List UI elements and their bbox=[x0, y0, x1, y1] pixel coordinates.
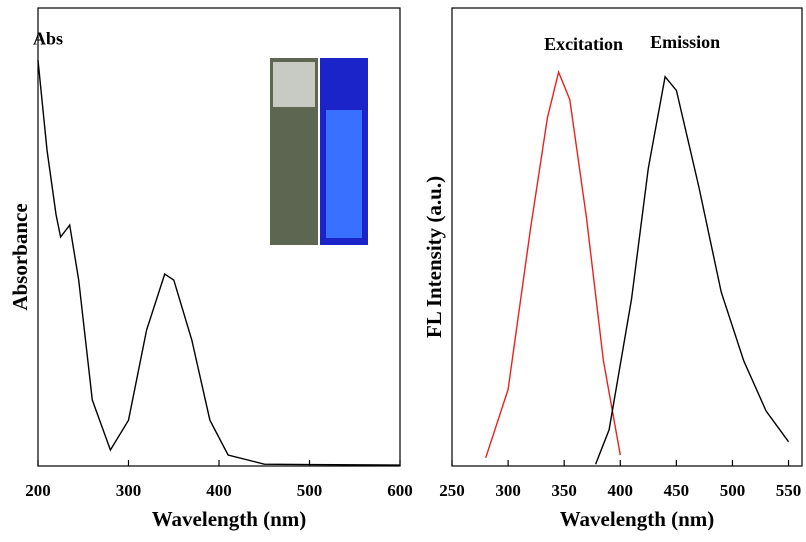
data-line bbox=[37, 60, 401, 466]
x-tick-label: 500 bbox=[297, 481, 323, 500]
x-tick-label: 300 bbox=[116, 481, 142, 500]
x-tick-label: 600 bbox=[387, 481, 413, 500]
cuvette-top bbox=[273, 62, 315, 107]
y-axis-label: FL Intensity (a.u.) bbox=[422, 176, 446, 338]
inset-photo bbox=[270, 58, 368, 245]
x-tick-label: 300 bbox=[495, 481, 521, 500]
x-tick-label: 500 bbox=[720, 481, 746, 500]
x-tick-label: 550 bbox=[776, 481, 802, 500]
cuvette-glow bbox=[326, 110, 362, 238]
series-label: Abs bbox=[33, 28, 63, 48]
y-axis-label: Absorbance bbox=[8, 203, 32, 310]
data-line bbox=[485, 69, 621, 459]
x-tick-label: 350 bbox=[551, 481, 577, 500]
x-axis-label: Wavelength (nm) bbox=[152, 507, 307, 531]
x-tick-label: 450 bbox=[664, 481, 690, 500]
data-line bbox=[594, 75, 790, 465]
plot-frame bbox=[451, 7, 803, 467]
x-tick-label: 200 bbox=[25, 481, 51, 500]
x-tick-label: 400 bbox=[608, 481, 634, 500]
x-tick-label: 250 bbox=[439, 481, 465, 500]
series-label: Emission bbox=[650, 32, 720, 52]
x-tick-label: 400 bbox=[206, 481, 232, 500]
x-axis-label: Wavelength (nm) bbox=[560, 507, 715, 531]
series-label: Excitation bbox=[544, 34, 623, 54]
